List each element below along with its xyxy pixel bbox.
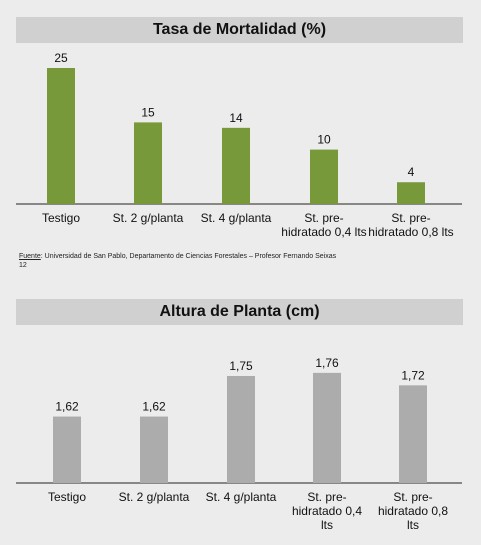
mortality-chart: 25 Testigo 15 St. 2 g/planta 14 St. 4 g/plant… (16, 51, 462, 239)
c2-category-label-2: St. 2 g/planta (119, 490, 190, 504)
c1-data-label-2: 15 (141, 105, 155, 119)
c2-data-label-2: 1,62 (142, 400, 166, 414)
c1-category-label-1: Testigo (42, 211, 80, 225)
c1-category-label-3: St. 4 g/planta (201, 211, 272, 225)
c2-bar-2 (140, 416, 168, 483)
chart2-title: Altura de Planta (cm) (16, 299, 463, 325)
c2-category-label-3: St. 4 g/planta (206, 490, 277, 504)
c2-bar-3 (227, 375, 255, 483)
c1-category-label-4-line-1: St. pre- (304, 211, 343, 225)
c1-bar-1 (47, 68, 75, 204)
source-label: Fuente (19, 253, 41, 260)
c2-data-label-5: 1,72 (401, 368, 425, 382)
c1-bar-3 (222, 127, 250, 204)
source-note: Fuente: Universidad de San Pablo, Depart… (19, 252, 336, 270)
c1-bar-2 (134, 122, 162, 204)
c2-data-label-1: 1,62 (55, 400, 79, 414)
c2-category-label-4-line-3: lts (321, 518, 333, 532)
c2-bar-5 (399, 385, 427, 483)
c1-bar-4 (310, 149, 338, 204)
c2-category-label-1: Testigo (48, 490, 86, 504)
c2-category-label-5-line-2: hidratado 0,8 (378, 504, 448, 518)
c1-data-label-4: 10 (317, 133, 331, 147)
c2-category-label-4-line-1: St. pre- (307, 490, 346, 504)
c1-category-label-5-line-1: St. pre- (391, 211, 430, 225)
page-number: 12 (19, 262, 27, 269)
c1-bar-5 (397, 182, 425, 204)
c1-category-label-2: St. 2 g/planta (113, 211, 184, 225)
c1-data-label-1: 25 (54, 51, 68, 65)
c1-category-label-4-line-2: hidratado 0,4 lts (281, 225, 366, 239)
c1-category-label-5-line-2: hidratado 0,8 lts (368, 225, 453, 239)
c2-category-label-5-line-3: lts (407, 518, 419, 532)
c2-bar-4 (313, 372, 341, 483)
c1-data-label-3: 14 (229, 111, 243, 125)
c1-data-label-5: 4 (408, 165, 415, 179)
chart1-title: Tasa de Mortalidad (%) (16, 17, 463, 43)
c2-data-label-3: 1,75 (229, 359, 253, 373)
c2-category-label-4-line-2: hidratado 0,4 (292, 504, 362, 518)
source-text: : Universidad de San Pablo, Departamento… (40, 253, 337, 260)
c2-bar-1 (53, 416, 81, 483)
c2-category-label-5-line-1: St. pre- (393, 490, 432, 504)
c2-data-label-4: 1,76 (315, 356, 339, 370)
